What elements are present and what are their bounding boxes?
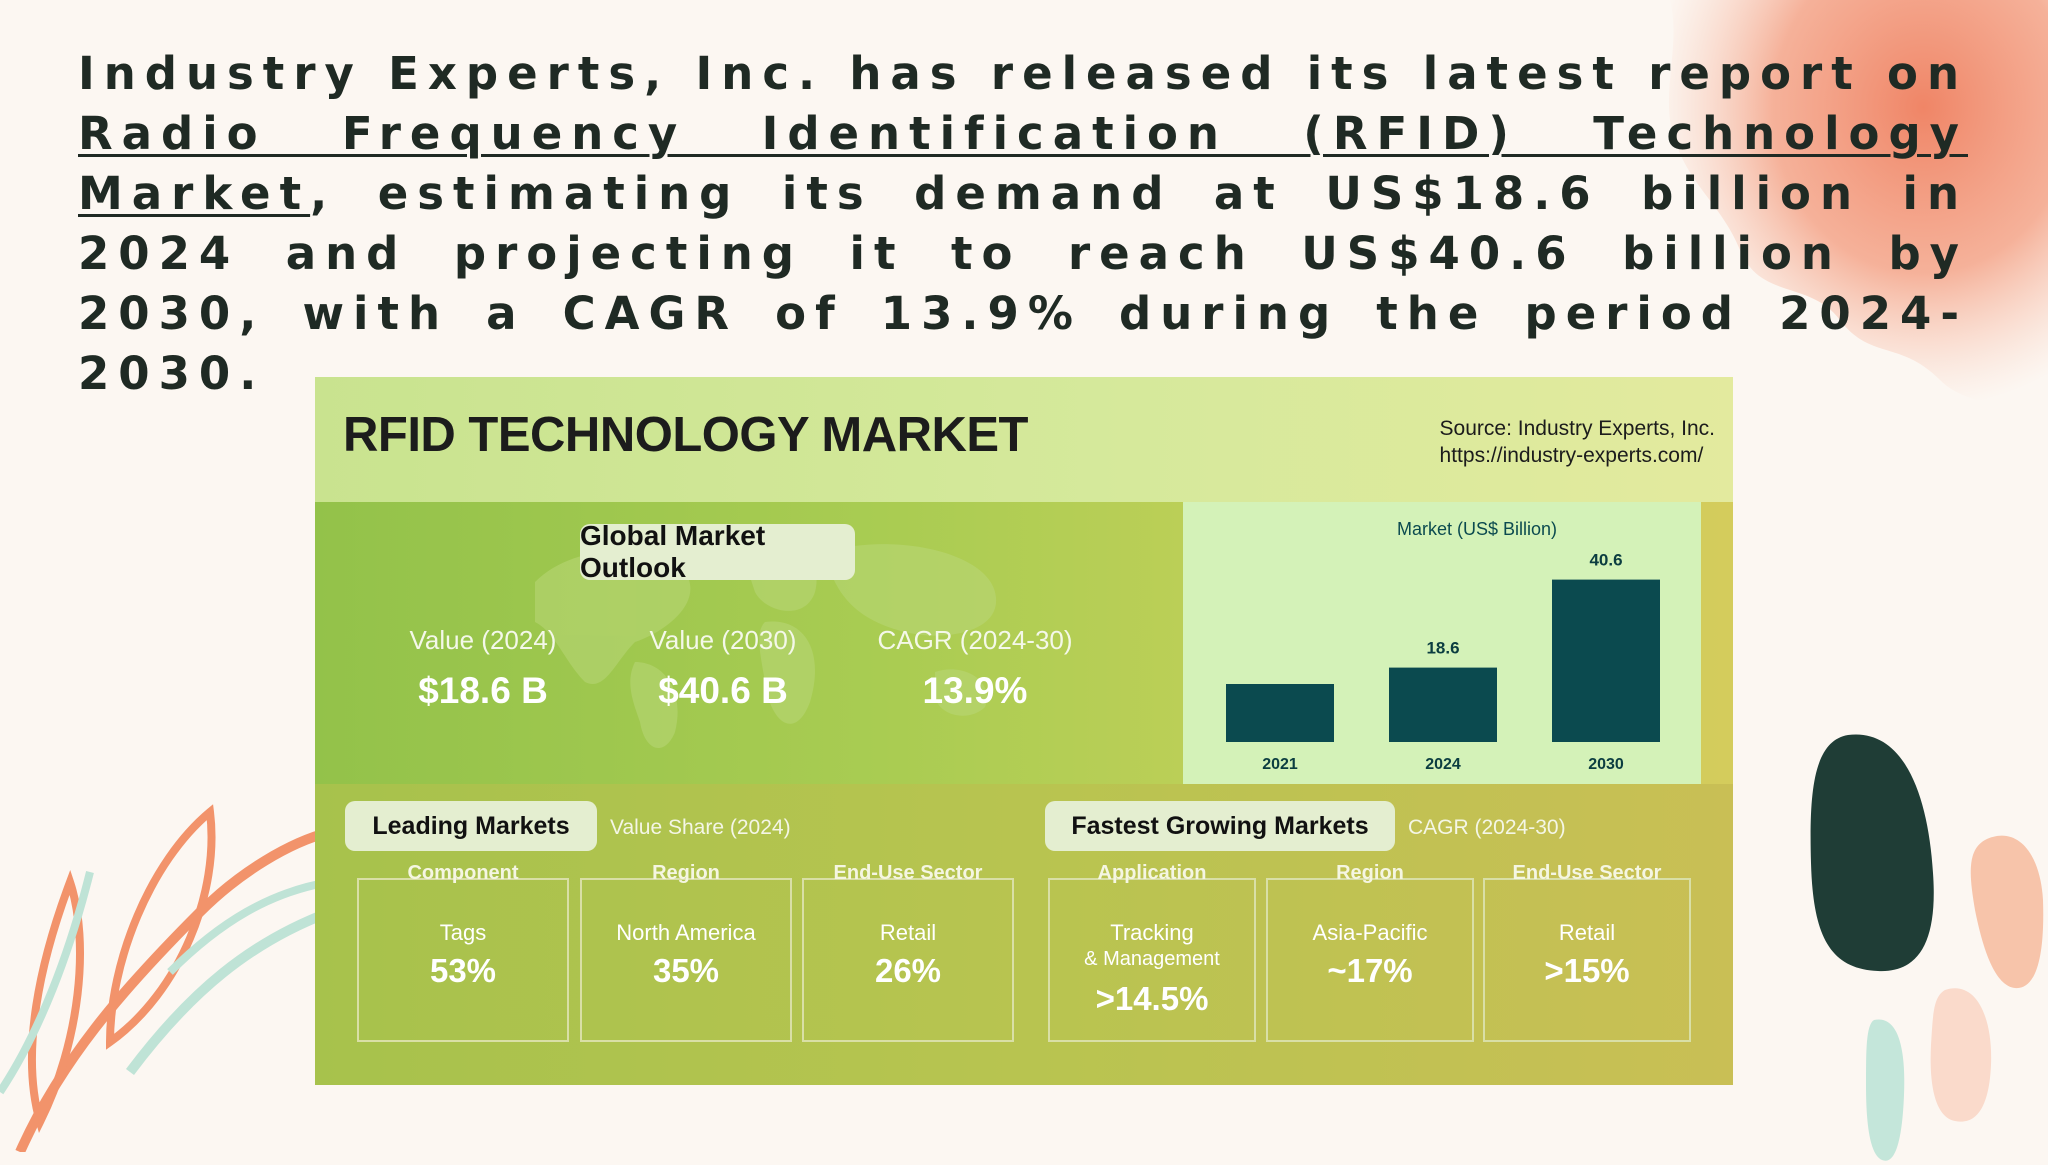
market-name: Retail [879, 920, 937, 945]
market-value: >14.5% [1095, 980, 1209, 1017]
data-label-2024: 18.6 [1426, 639, 1459, 658]
source-attribution: Source: Industry Experts, Inc. https://i… [1440, 415, 1715, 469]
market-name: Tracking & Management [1050, 920, 1254, 972]
watercolor-splash-decoration [1668, 0, 2048, 423]
market-header: Region [1266, 862, 1474, 885]
market-header: End-Use Sector [802, 862, 1014, 885]
market-header-text: End-Use Sector [1512, 862, 1662, 884]
headline-intro: Industry Experts, Inc. has released its … [78, 47, 1968, 100]
kpi-label: Value (2030) [649, 625, 797, 655]
market-name: Retail [1558, 920, 1616, 945]
report-link[interactable]: Radio Frequency Identification (RFID) Te… [78, 107, 1968, 220]
infographic-card: RFID TECHNOLOGY MARKET Source: Industry … [315, 377, 1733, 1085]
market-header-text: Application [1097, 862, 1207, 884]
kpi-cagr: CAGR (2024-30) 13.9% [865, 625, 1085, 712]
market-header: End-Use Sector [1483, 862, 1691, 885]
leading-component-box: Tags 53% [357, 878, 569, 1042]
card-header: RFID TECHNOLOGY MARKET Source: Industry … [315, 377, 1733, 502]
global-outlook-section: Global Market Outlook Value (2024) $18.6… [315, 502, 1183, 782]
market-name: Asia-Pacific [1312, 920, 1428, 945]
market-value: 53% [429, 952, 497, 989]
kpi-value: $40.6 B [658, 670, 788, 711]
x-tick-label-2030: 2030 [1588, 756, 1624, 773]
market-value: 35% [652, 952, 720, 989]
fastest-region-box: Asia-Pacific ~17% [1266, 878, 1474, 1042]
market-header-text: Region [1336, 862, 1404, 884]
bar-chart-svg: Market (US$ Billion) 2021 2024 18.6 2030 40.… [1226, 519, 1660, 773]
global-outlook-label: Global Market Outlook [580, 520, 855, 583]
market-name: North America [616, 920, 756, 945]
market-name-line2: & Management [1084, 948, 1220, 970]
pink-stroke-decoration [1930, 988, 1992, 1122]
market-bar-chart: Market (US$ Billion) 2021 2024 18.6 2030 40.… [1183, 502, 1701, 784]
market-value: 26% [874, 952, 942, 989]
leading-markets-note: Value Share (2024) [610, 816, 791, 839]
market-header: Region [580, 862, 792, 885]
dark-pebble-decoration [1810, 734, 1934, 972]
x-tick-label-2024: 2024 [1425, 756, 1461, 773]
market-name-line1: Tracking [1110, 920, 1194, 945]
fastest-application-box: Tracking & Management >14.5% [1048, 878, 1256, 1042]
market-header-text: End-Use Sector [833, 862, 983, 884]
fastest-growing-note: CAGR (2024-30) [1408, 816, 1566, 839]
fastest-enduse-box: Retail >15% [1483, 878, 1691, 1042]
markets-section: Leading Markets Value Share (2024) Faste… [315, 784, 1733, 1085]
leading-markets-label: Leading Markets [345, 801, 597, 851]
market-header-text: Component [407, 862, 519, 884]
x-tick-label-2021: 2021 [1262, 756, 1298, 773]
leading-enduse-box: Retail 26% [802, 878, 1014, 1042]
market-header: Application [1048, 862, 1256, 885]
bar-2030 [1552, 579, 1660, 742]
fastest-growing-label: Fastest Growing Markets [1045, 801, 1395, 851]
leaf-branch-decoration [0, 804, 330, 1152]
market-header: Component [357, 862, 569, 885]
kpi-value: 13.9% [922, 670, 1028, 711]
headline-text: Industry Experts, Inc. has released its … [78, 44, 1968, 404]
kpi-value-2024: Value (2024) $18.6 B [373, 625, 593, 712]
bar-2021 [1226, 684, 1334, 742]
kpi-value-2030: Value (2030) $40.6 B [613, 625, 833, 712]
kpi-label: CAGR (2024-30) [877, 625, 1073, 655]
market-value: >15% [1544, 952, 1630, 989]
data-label-2030: 40.6 [1589, 551, 1622, 570]
leading-region-box: North America 35% [580, 878, 792, 1042]
headline-details: , estimating its demand at US$18.6 billi… [78, 167, 1968, 400]
peach-stroke-decoration [1970, 835, 2044, 989]
kpi-value: $18.6 B [418, 670, 548, 711]
card-title: RFID TECHNOLOGY MARKET [343, 408, 1028, 462]
source-name: Source: Industry Experts, Inc. [1439, 417, 1715, 440]
market-name: Tags [439, 920, 487, 945]
bar-2024 [1389, 667, 1497, 742]
mint-stroke-decoration [1866, 1019, 1905, 1161]
market-value: ~17% [1327, 952, 1413, 989]
chart-title: Market (US$ Billion) [1397, 519, 1557, 539]
kpi-label: Value (2024) [409, 625, 557, 655]
market-header-text: Region [652, 862, 720, 884]
source-url: https://industry-experts.com/ [1439, 444, 1704, 467]
